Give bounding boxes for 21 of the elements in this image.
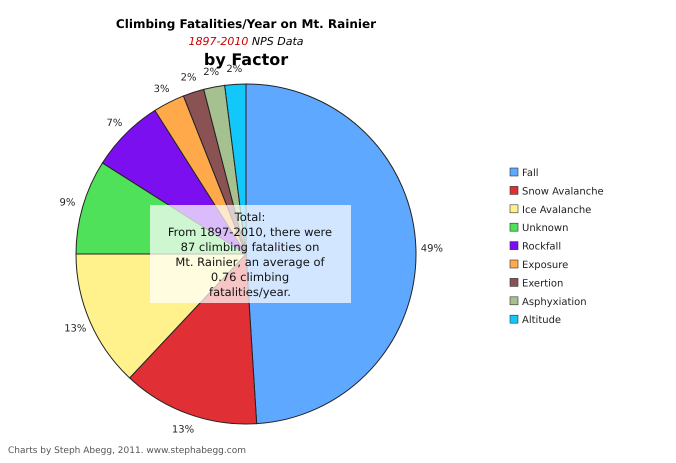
data-label: 49% bbox=[420, 244, 444, 255]
data-label: 9% bbox=[59, 198, 76, 209]
legend-label: Altitude bbox=[522, 315, 562, 326]
chart-title: Climbing Fatalities/Year on Mt. Rainier bbox=[116, 17, 376, 31]
legend-label: Unknown bbox=[522, 223, 568, 234]
text: Charts by Steph Abegg, 2011. www.stephabegg.com bbox=[8, 446, 246, 456]
data-label: 2% bbox=[226, 64, 242, 75]
data-label: 7% bbox=[106, 118, 122, 129]
text: Total: From 1897-2010, there were 87 climbing fatalities on Mt. Rainier, an average of 0.76 climbing fatalities/year. bbox=[168, 210, 332, 299]
chart-subtitle: 1897-2010 NPS Data bbox=[188, 35, 304, 48]
legend-label: Snow Avalanche bbox=[522, 186, 604, 198]
legend-label: Exertion bbox=[522, 278, 564, 290]
data-label: 13% bbox=[64, 323, 86, 334]
legend-label: Exposure bbox=[522, 260, 568, 271]
legend-label: Asphyxiation bbox=[522, 296, 587, 308]
legend-label: Rockfall bbox=[522, 242, 562, 253]
legend-label: Fall bbox=[522, 168, 539, 179]
legend-label: Ice Avalanche bbox=[522, 204, 592, 216]
data-label: 13% bbox=[172, 424, 194, 436]
data-label: 2% bbox=[180, 72, 196, 84]
data-label: 3% bbox=[154, 84, 170, 95]
